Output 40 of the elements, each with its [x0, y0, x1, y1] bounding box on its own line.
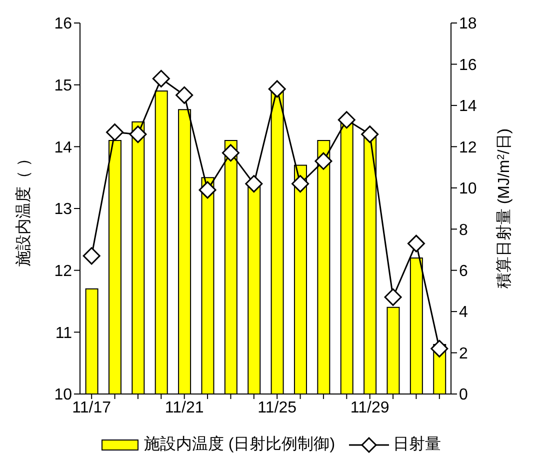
point — [407, 234, 425, 252]
point — [129, 126, 147, 144]
point — [198, 181, 216, 199]
point — [106, 123, 124, 141]
x-tick-label: 11/29 — [350, 399, 390, 416]
y2-tick-label: 2 — [459, 345, 468, 362]
y2-tick-label: 14 — [459, 98, 477, 116]
point — [152, 70, 170, 88]
y-tick-label: 13 — [54, 201, 72, 218]
y-tick-label: 16 — [54, 16, 72, 33]
y-tick-label: 14 — [54, 139, 72, 156]
y2-tick-label: 12 — [459, 139, 477, 156]
point — [82, 247, 100, 265]
point — [338, 111, 356, 129]
x-tick-label: 11/25 — [258, 399, 297, 416]
y2-tick-label: 18 — [459, 16, 477, 33]
y2-tick-label: 0 — [459, 386, 468, 404]
point — [176, 86, 194, 104]
point — [314, 152, 332, 170]
point — [361, 126, 379, 144]
point — [384, 288, 402, 306]
y2-tick-label: 6 — [459, 263, 468, 280]
point — [292, 175, 310, 193]
y-axis-title: 施設内温度（ ） — [14, 150, 33, 267]
point — [222, 144, 240, 162]
y-tick-label: 15 — [54, 78, 72, 95]
y-tick-label: 12 — [54, 263, 72, 280]
x-tick-label: 11/21 — [164, 399, 204, 416]
x-tick-label: 11/17 — [72, 399, 112, 416]
y2-tick-label: 4 — [459, 304, 468, 322]
y-tick-label: 10 — [54, 386, 72, 404]
legend-label: 日射量 — [393, 434, 442, 455]
point — [245, 175, 263, 193]
legend-label: 施設内温度 (日射比例制御) — [144, 434, 336, 455]
point — [430, 340, 448, 358]
y2-tick-label: 10 — [459, 180, 477, 198]
point — [268, 80, 286, 98]
y2-tick-label: 16 — [459, 56, 477, 74]
y2-tick-label: 8 — [459, 222, 468, 239]
y-tick-label: 11 — [55, 324, 72, 342]
